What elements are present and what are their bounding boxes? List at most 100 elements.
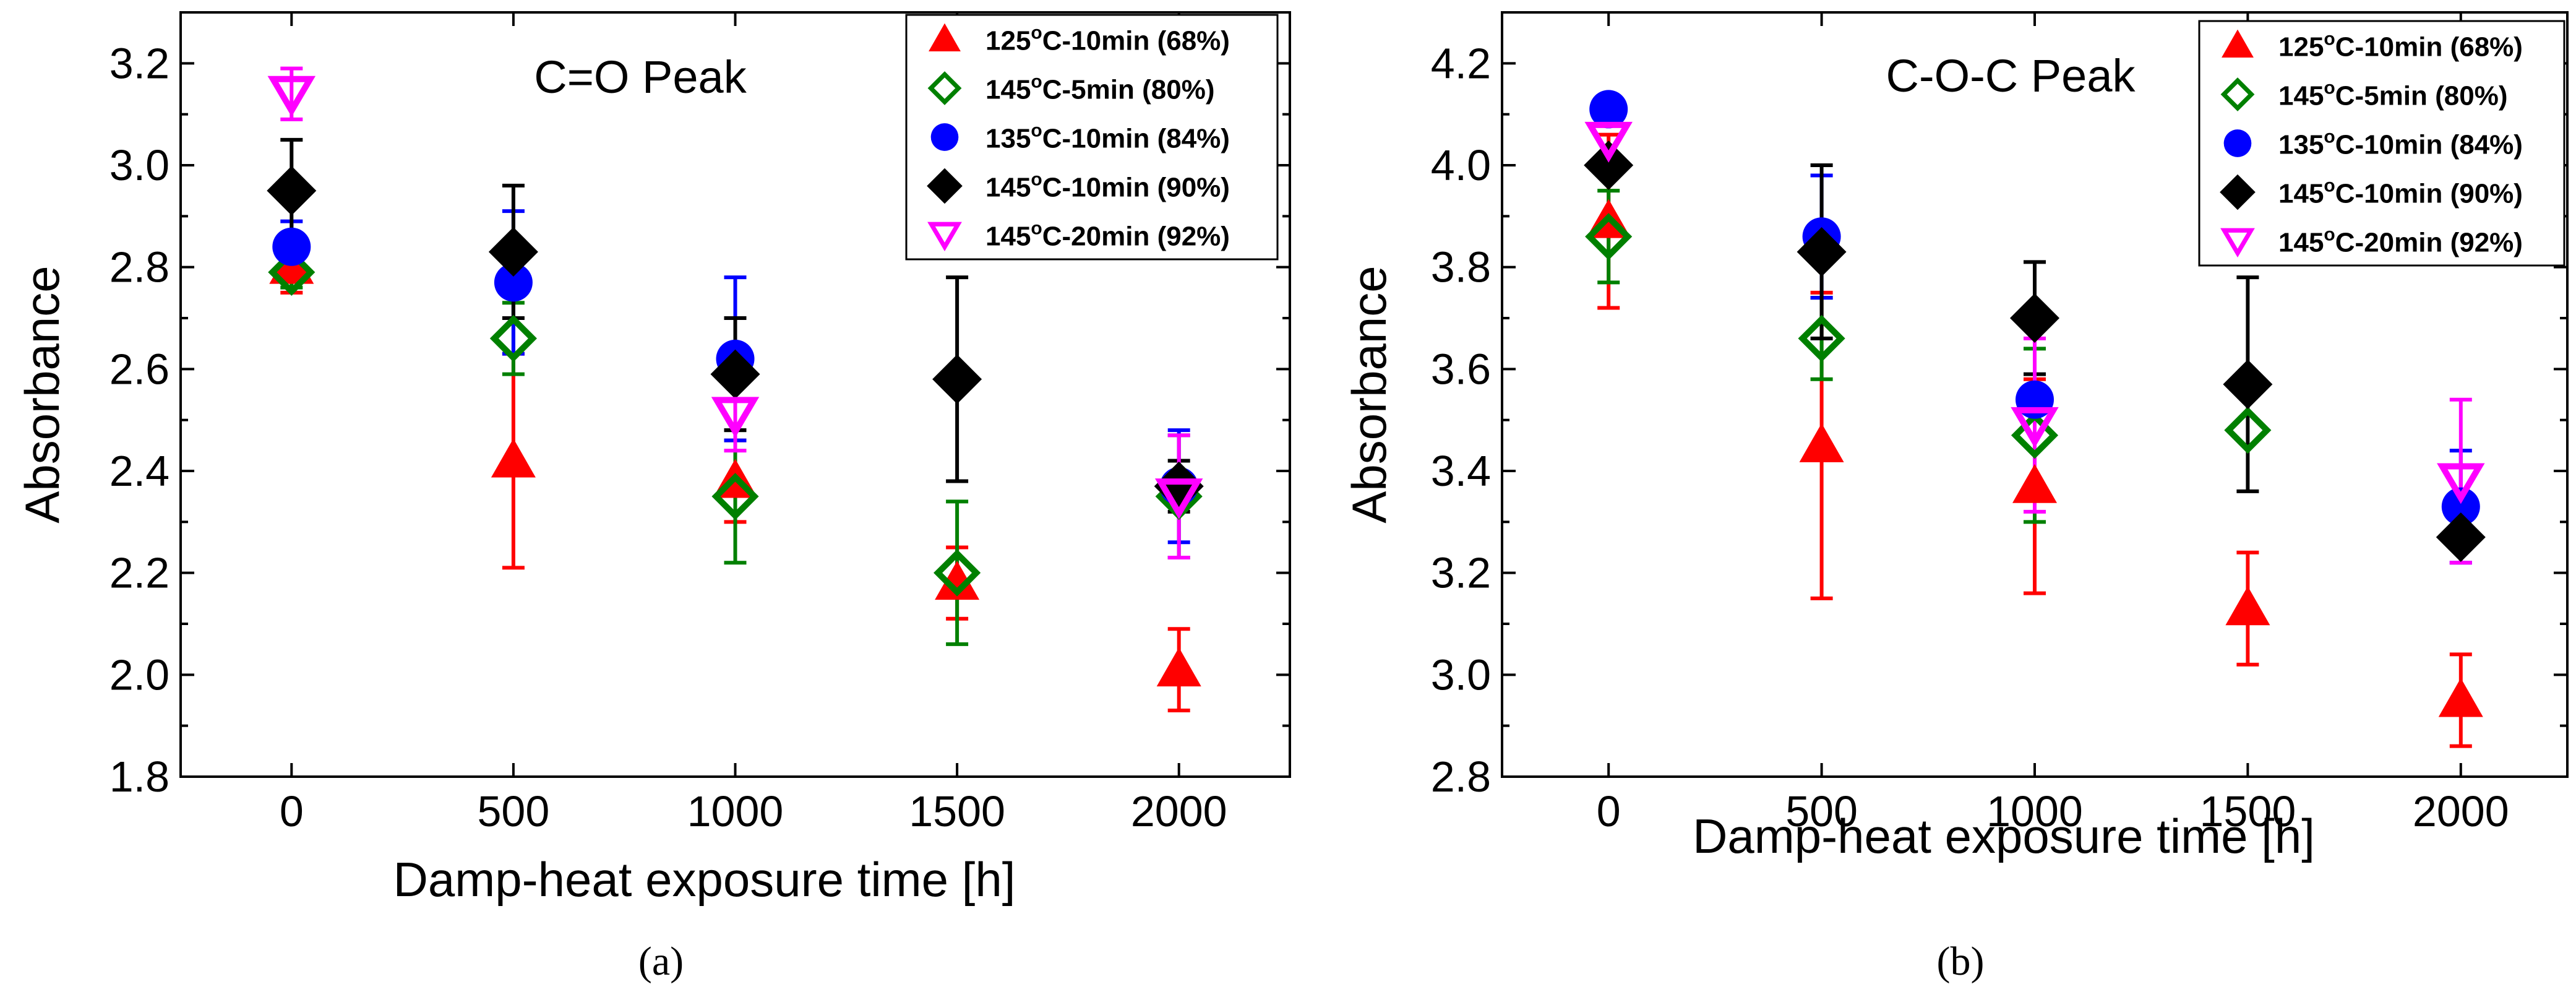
panel-b-xtick-label: 2000 [2413, 787, 2509, 835]
chart-panel-a: 0 500 1000 1500 2000 1.8 2.0 2.2 2.4 2.6 2.8 3.0 3.2… [15, 11, 1291, 984]
panel-a-xtick-label: 0 [280, 787, 304, 835]
panel-a-data-point [935, 561, 980, 600]
panel-b-data-point [2437, 463, 2485, 504]
panel-b-legend-marker [2220, 228, 2255, 258]
panel-a-data-point [268, 248, 316, 296]
panel-b-data-point [2223, 360, 2273, 410]
panel-a-legend-label: 145oC-20min (92%) [985, 218, 1230, 252]
panel-a-data-point [267, 76, 316, 117]
panel-b-data-point [2438, 678, 2483, 717]
panel-a-legend-label: 145oC-5min (80%) [985, 72, 1214, 105]
panel-a-xtick-label: 1000 [687, 787, 784, 835]
panel-b-legend-marker-wrap [2220, 77, 2255, 111]
panel-b-data-point [2225, 586, 2270, 626]
panel-a-legend-label: 125oC-10min (68%) [985, 23, 1230, 56]
panel-b-legend-label: 125oC-10min (68%) [2278, 29, 2523, 63]
panel-a-ytick-label: 2.6 [109, 345, 170, 393]
panel-b-data-point [1584, 140, 1634, 190]
panel-b-data-point [2011, 412, 2059, 459]
panel-b-y-axis-label: Absorbance [1342, 265, 1396, 523]
panel-a-legend-marker-wrap [927, 168, 963, 204]
panel-a-data-point [267, 166, 317, 216]
panel-a-ytick-label: 2.2 [109, 549, 170, 597]
panel-b-data-point [1799, 423, 1844, 462]
panel-a-legend-box [905, 14, 1279, 261]
panel-b-ytick-label: 3.6 [1431, 345, 1491, 393]
panel-a-legend-marker-wrap [929, 23, 961, 51]
panel-a-y-axis-label: Absorbance [15, 265, 69, 523]
panel-b-data-point [1585, 213, 1633, 261]
panel-b-data-point [2010, 293, 2059, 343]
panel-a-ytick-label: 3.2 [109, 39, 170, 87]
panel-b-data-point [2011, 407, 2059, 448]
panel-b-ytick-label: 4.0 [1431, 141, 1491, 189]
panel-b-caption: (b) [1937, 939, 1985, 984]
panel-a-ytick-label: 3.0 [109, 141, 170, 189]
panel-a-legend-marker [927, 71, 962, 105]
panel-b-xtick-label: 0 [1597, 787, 1621, 835]
panel-a-legend-marker [930, 123, 959, 151]
panel-a-legend-marker-wrap [927, 222, 962, 252]
panel-b-data-point [2441, 487, 2480, 526]
panel-b-xtick-label: 1500 [2200, 787, 2296, 835]
panel-a-legend-marker [929, 23, 961, 51]
panel-b-legend-label: 145oC-20min (92%) [2278, 225, 2523, 258]
panel-b-data-point [1584, 121, 1633, 163]
panel-a-legend-label: 145oC-10min (90%) [985, 170, 1230, 203]
panel-b-chart-title: C-O-C Peak [1886, 50, 2136, 101]
panel-b-ytick-label: 2.8 [1431, 753, 1491, 801]
panel-b-ytick-label: 3.0 [1431, 650, 1491, 699]
panel-a-data-point [711, 397, 760, 438]
panel-b-ytick-label: 3.2 [1431, 549, 1491, 597]
panel-b-series-4-markers [1584, 140, 2486, 563]
chart-panel-b: 0 500 1000 1500 2000 2.8 3.0 3.2 3.4 3.6 3.8 4.0 4.2… [1342, 11, 2569, 984]
panel-a-data-point [489, 314, 537, 363]
panel-b-legend-label: 145oC-5min (80%) [2278, 78, 2507, 111]
panel-a-data-point [1156, 647, 1201, 687]
panel-b-series-2-markers [1585, 213, 2272, 459]
panel-b-legend-marker-wrap [2222, 29, 2254, 58]
panel-b-data-point [1589, 90, 1628, 129]
panel-a-ytick-label: 2.4 [109, 447, 170, 495]
panel-b-x-axis-label: Damp-heat exposure time [h] [1693, 809, 2315, 863]
panel-b-data-point [2012, 464, 2057, 503]
panel-b-data-point [2224, 407, 2272, 454]
panel-a-data-point [934, 549, 981, 597]
panel-a-xtick-label: 2000 [1131, 787, 1227, 835]
panel-a-ytick-label: 1.8 [109, 753, 170, 801]
panel-b-legend-label: 145oC-10min (90%) [2278, 176, 2523, 209]
panel-a-caption: (a) [638, 939, 684, 984]
panel-a-data-point [711, 473, 759, 520]
panel-b-legend-marker-wrap [2223, 129, 2252, 157]
panel-b-xtick-label: 1000 [1986, 787, 2083, 835]
panel-a-data-point [272, 227, 311, 266]
panel-b-ytick-label: 3.4 [1431, 447, 1491, 495]
panel-a-chart-title: C=O Peak [534, 51, 747, 103]
panel-b-data-point [2436, 512, 2486, 563]
panel-b-legend-box [2198, 20, 2565, 267]
panel-a-xtick-label: 500 [478, 787, 550, 835]
panel-a-ytick-label: 2.8 [109, 243, 170, 291]
panel-b-ytick-label: 3.8 [1431, 243, 1491, 291]
panel-a-data-point [1154, 478, 1203, 520]
panel-b-ytick-label: 4.2 [1431, 39, 1491, 87]
panel-a-series-5-markers [267, 76, 1203, 520]
panel-b-series-5-markers [1584, 121, 2485, 504]
panel-a-data-point [1154, 461, 1204, 511]
panel-b-data-point [1798, 314, 1845, 363]
panel-b-legend-marker [2220, 77, 2255, 111]
panel-b-xtick-label: 500 [1785, 787, 1858, 835]
panel-a-data-point [488, 227, 538, 277]
panel-a-data-point [491, 438, 536, 478]
panel-a-data-point [710, 349, 760, 399]
panel-a-legend-marker-wrap [930, 123, 959, 151]
panel-b-data-point [1797, 227, 1847, 277]
panel-b-legend-marker [2222, 29, 2254, 58]
panel-a-x-axis-label: Damp-heat exposure time [h] [393, 852, 1016, 907]
panel-a-legend-label: 135oC-10min (84%) [985, 121, 1230, 154]
panel-a-data-point [494, 263, 533, 302]
panel-a-series-4-markers [267, 166, 1204, 511]
panel-a-data-point [932, 354, 982, 404]
panel-a-ytick-label: 2.0 [109, 650, 170, 699]
